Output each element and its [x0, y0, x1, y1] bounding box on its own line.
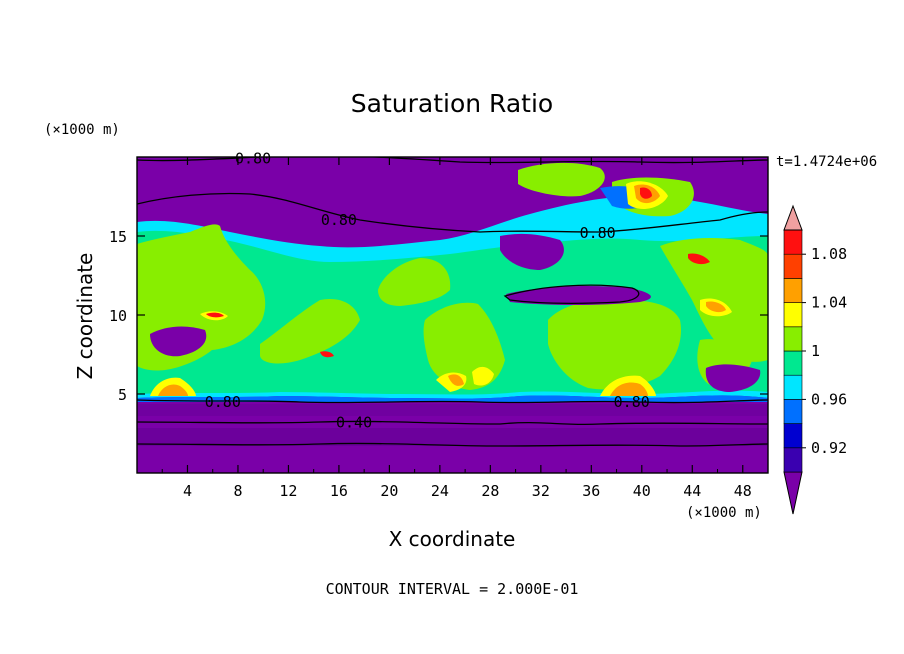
x-tick-label: 24: [431, 482, 449, 500]
contour-label: 0.80: [580, 224, 616, 242]
contour-line-0.80-base: [137, 399, 768, 404]
x-tick-label: 44: [683, 482, 701, 500]
x-axis: 4 8 12 16 20 24 28 32 36 40 44 48: [161, 157, 752, 500]
field-red-cell-2: [688, 253, 710, 265]
field-green-mid: [378, 258, 451, 306]
field-purple-pocket-4: [705, 364, 761, 392]
field-yellow-cell-4: [472, 366, 494, 386]
x-axis-label: X coordinate: [389, 527, 516, 551]
x-tick-label: 48: [734, 482, 752, 500]
field-purple-pocket-2: [506, 286, 651, 305]
colorbar-box: [783, 229, 803, 255]
field-red-cell-3: [320, 351, 334, 358]
field-orange-cell-4: [706, 301, 726, 313]
x-tick-label: 16: [330, 482, 348, 500]
colorbar-box: [783, 326, 803, 352]
colorbar-lower-extension: [783, 471, 803, 515]
contour-label: 0.80: [235, 150, 271, 168]
x-tick-label: 28: [481, 482, 499, 500]
contour-label: 0.80: [205, 393, 241, 411]
colorbar-box: [783, 278, 803, 303]
contour-label: 0.80: [614, 393, 650, 411]
contour-line-0.40: [137, 420, 768, 426]
colorbar-label: 1.08: [811, 245, 847, 263]
x-tick-label: 32: [532, 482, 550, 500]
colorbar-box: [783, 253, 803, 279]
field-red-cell-1: [206, 312, 224, 318]
contour-line-0.80-upper: [137, 192, 768, 233]
x-axis-unit: (×1000 m): [686, 505, 762, 521]
field-purple-pocket-3: [500, 233, 564, 270]
x-tick-label: 40: [633, 482, 651, 500]
contour-label: 0.40: [336, 413, 372, 431]
field-lower-layer-2: [137, 428, 768, 446]
x-tick-label: 20: [380, 482, 398, 500]
field-green-mid-left: [260, 298, 360, 364]
colorbar-box: [783, 423, 803, 449]
field-base-fringe: [137, 395, 768, 402]
contour-labels: 0.80 0.80 0.80 0.80 0.80 0.40: [205, 150, 650, 432]
field-orange-cell-2: [610, 382, 648, 396]
field-orange-cell-1: [158, 384, 188, 396]
x-tick-label: 36: [582, 482, 600, 500]
contour-lines: [137, 157, 768, 447]
x-tick-label: 8: [233, 482, 242, 500]
contour-line-0.80-pocket: [503, 284, 640, 304]
colorbar-label: 0.92: [811, 439, 847, 457]
y-tick-label: 5: [118, 386, 127, 404]
time-label: t=1.4724e+06: [776, 154, 877, 170]
field-red-top: [640, 187, 652, 199]
y-tick-label: 10: [109, 307, 127, 325]
contour-line-low: [137, 442, 768, 447]
colorbar-upper-extension: [783, 204, 803, 231]
field-orange-cell-3: [448, 374, 464, 386]
colorbar: 0.92 0.96 1 1.04 1.08: [783, 204, 847, 515]
colorbar-label: 1.04: [811, 294, 847, 312]
colorbar-box: [783, 399, 803, 424]
contour-line-0.80-top: [137, 157, 768, 164]
colorbar-box: [783, 350, 803, 376]
field-green-top-1: [518, 162, 605, 197]
colorbar-label: 0.96: [811, 390, 847, 408]
x-tick-label: 4: [183, 482, 192, 500]
colorbar-box: [783, 302, 803, 328]
field-green-right-center: [548, 299, 682, 390]
colorbar-box: [783, 447, 803, 473]
contour-interval-note: CONTOUR INTERVAL = 2.000E-01: [326, 580, 579, 598]
field-purple-pocket-1: [150, 326, 207, 357]
contour-label: 0.80: [321, 211, 357, 229]
chart-title: Saturation Ratio: [351, 89, 553, 118]
y-axis: 5 10 15: [109, 228, 768, 404]
y-tick-label: 15: [109, 228, 127, 246]
y-axis-unit: (×1000 m): [44, 122, 120, 138]
x-tick-label: 12: [279, 482, 297, 500]
contour-field: [137, 157, 768, 473]
colorbar-label: 1: [811, 342, 820, 360]
y-axis-label: Z coordinate: [73, 253, 97, 380]
colorbar-box: [783, 374, 803, 400]
field-lower-layer-1: [137, 404, 768, 416]
